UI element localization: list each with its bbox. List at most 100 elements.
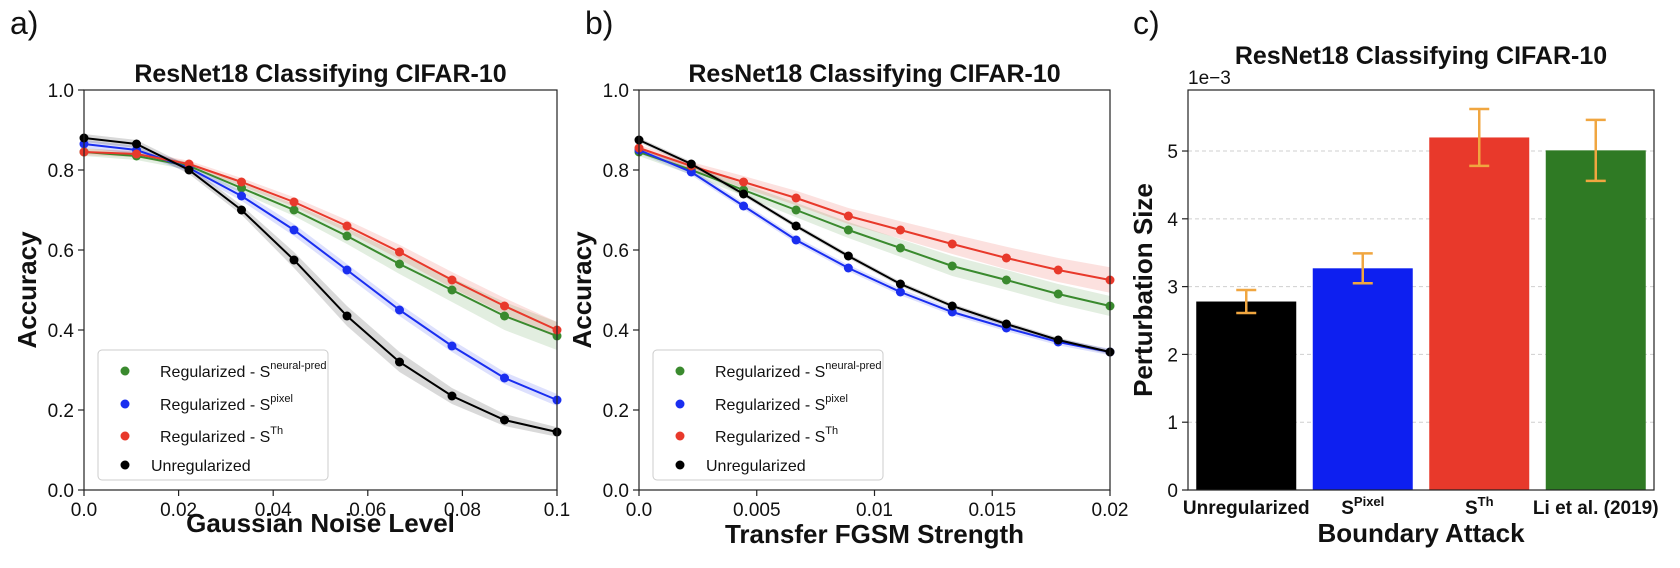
axes-frame bbox=[83, 89, 558, 491]
legend-entry: Unregularized bbox=[706, 458, 806, 475]
legend-entry: Regularized - Sneural-pred bbox=[715, 360, 882, 381]
legend-marker bbox=[675, 399, 685, 409]
confidence-band bbox=[639, 137, 1110, 355]
scale-label: 1e−3 bbox=[1188, 68, 1231, 89]
y-tick-label: 0.2 bbox=[48, 401, 74, 422]
data-point bbox=[791, 221, 801, 231]
data-point bbox=[895, 243, 905, 253]
chart-title: ResNet18 Classifying CIFAR-10 bbox=[1235, 42, 1607, 70]
legend-entry-base: Regularized - S bbox=[160, 397, 270, 414]
data-point bbox=[394, 305, 404, 315]
data-point bbox=[499, 373, 509, 383]
legend-box bbox=[652, 349, 884, 481]
data-point bbox=[394, 357, 404, 367]
data-point bbox=[289, 255, 299, 265]
panel-label: a) bbox=[10, 5, 38, 41]
legend-entry: Regularized - Spixel bbox=[715, 393, 848, 414]
legend-marker bbox=[675, 431, 685, 441]
legend-entry: Regularized - STh bbox=[715, 425, 838, 446]
data-point bbox=[342, 221, 352, 231]
legend-entry-base: Regularized - S bbox=[160, 429, 270, 446]
data-point bbox=[394, 259, 404, 269]
legend-marker bbox=[120, 366, 130, 376]
legend-marker bbox=[120, 431, 130, 441]
data-point bbox=[895, 287, 905, 297]
data-point bbox=[447, 285, 457, 295]
x-tick-label: 0.0 bbox=[71, 500, 97, 521]
data-point bbox=[739, 201, 749, 211]
confidence-band bbox=[84, 140, 557, 406]
data-point bbox=[447, 341, 457, 351]
y-tick-label: 1.0 bbox=[603, 81, 629, 102]
data-point bbox=[843, 225, 853, 235]
data-point bbox=[843, 263, 853, 273]
legend-marker bbox=[120, 460, 130, 470]
y-axis-label: Accuracy bbox=[567, 231, 597, 349]
data-point bbox=[132, 149, 142, 159]
data-point bbox=[184, 165, 194, 175]
legend-entry-base: Regularized - S bbox=[160, 364, 270, 381]
y-tick-label: 0.6 bbox=[48, 241, 74, 262]
y-tick-label: 0.0 bbox=[48, 481, 74, 502]
panel-label: c) bbox=[1133, 5, 1160, 41]
data-point bbox=[499, 301, 509, 311]
series-line bbox=[83, 151, 558, 337]
y-tick-label: 4 bbox=[1167, 210, 1178, 231]
x-axis-label: Transfer FGSM Strength bbox=[725, 519, 1024, 549]
y-tick-label: 5 bbox=[1167, 142, 1178, 163]
x-tick-label: 0.015 bbox=[968, 500, 1016, 521]
x-tick-label-base: Unregularized bbox=[1183, 498, 1310, 519]
data-point bbox=[686, 159, 696, 169]
data-point bbox=[1001, 275, 1011, 285]
legend-marker bbox=[675, 460, 685, 470]
bar bbox=[1312, 268, 1413, 490]
x-tick-label-sup: Pixel bbox=[1354, 494, 1384, 509]
legend-entry-sup: pixel bbox=[825, 393, 848, 405]
data-point bbox=[289, 205, 299, 215]
bar bbox=[1545, 150, 1646, 490]
legend-entry: Regularized - Sneural-pred bbox=[160, 360, 327, 381]
x-tick-label-sup: Th bbox=[1478, 494, 1494, 509]
x-tick-label: STh bbox=[1465, 494, 1494, 519]
x-tick-label: 0.02 bbox=[160, 500, 197, 521]
data-point bbox=[791, 193, 801, 203]
y-tick-label: 0 bbox=[1167, 481, 1178, 502]
y-axis-label: Accuracy bbox=[12, 231, 42, 349]
legend-entry: Regularized - Spixel bbox=[160, 393, 293, 414]
x-tick-label: 0.08 bbox=[444, 500, 481, 521]
x-axis-label: Boundary Attack bbox=[1317, 518, 1525, 548]
data-point bbox=[237, 177, 247, 187]
data-point bbox=[895, 225, 905, 235]
y-tick-label: 0.0 bbox=[603, 481, 629, 502]
data-point bbox=[843, 251, 853, 261]
data-point bbox=[394, 247, 404, 257]
axes-frame bbox=[1187, 89, 1655, 491]
x-tick-label: Unregularized bbox=[1183, 498, 1310, 519]
data-point bbox=[947, 239, 957, 249]
data-point bbox=[843, 211, 853, 221]
x-tick-label: 0.06 bbox=[349, 500, 386, 521]
chart-title: ResNet18 Classifying CIFAR-10 bbox=[688, 60, 1060, 88]
series-line bbox=[638, 139, 1111, 353]
data-point bbox=[791, 205, 801, 215]
data-point bbox=[289, 197, 299, 207]
data-point bbox=[895, 279, 905, 289]
y-tick-label: 3 bbox=[1167, 278, 1178, 299]
panel-label: b) bbox=[585, 5, 613, 41]
data-point bbox=[499, 415, 509, 425]
y-tick-label: 0.8 bbox=[48, 161, 74, 182]
bar bbox=[1429, 137, 1530, 490]
legend-entry-sup: neural-pred bbox=[825, 360, 881, 372]
x-tick-label-base: S bbox=[1465, 498, 1478, 519]
x-tick-label-base: Li et al. (2019) bbox=[1533, 498, 1659, 519]
y-tick-label: 1 bbox=[1167, 413, 1178, 434]
series-line bbox=[638, 147, 1111, 281]
x-tick-label: 0.0 bbox=[626, 500, 652, 521]
y-tick-label: 0.8 bbox=[603, 161, 629, 182]
legend-entry-base: Unregularized bbox=[706, 458, 806, 475]
y-tick-label: 1.0 bbox=[48, 81, 74, 102]
data-point bbox=[289, 225, 299, 235]
data-point bbox=[342, 265, 352, 275]
confidence-band bbox=[639, 144, 1110, 293]
